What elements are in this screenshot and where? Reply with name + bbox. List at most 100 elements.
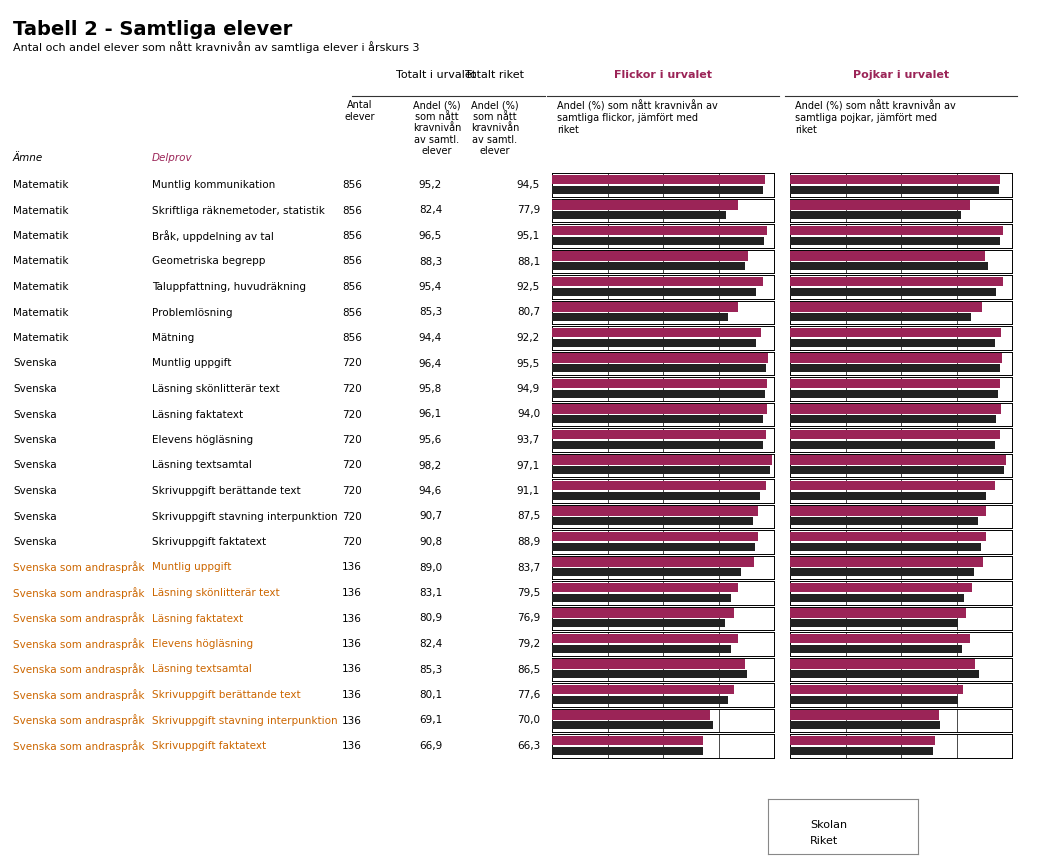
Bar xyxy=(790,532,987,542)
Bar xyxy=(790,506,987,516)
Text: Skriftliga räknemetoder, statistik: Skriftliga räknemetoder, statistik xyxy=(152,206,325,215)
Text: 80,1: 80,1 xyxy=(418,690,442,700)
Text: 94,6: 94,6 xyxy=(418,486,442,496)
Text: Tabell 2 - Samtliga elever: Tabell 2 - Samtliga elever xyxy=(13,20,292,39)
Bar xyxy=(790,557,983,567)
Text: 89,0: 89,0 xyxy=(418,562,442,573)
Bar xyxy=(790,634,970,643)
Text: 69,1: 69,1 xyxy=(418,715,442,726)
Bar xyxy=(790,568,974,576)
Text: Antal och andel elever som nått kravnivån av samtliga elever i årskurs 3: Antal och andel elever som nått kravnivå… xyxy=(13,41,419,53)
Bar xyxy=(552,557,754,567)
Bar xyxy=(790,252,985,261)
Text: Svenska som andraspråk: Svenska som andraspråk xyxy=(13,562,144,574)
Text: Andel (%) som nått kravnivån av
samtliga flickor, jämfört med
riket: Andel (%) som nått kravnivån av samtliga… xyxy=(557,100,718,135)
Bar xyxy=(790,746,933,754)
Text: Skrivuppgift stavning interpunktion: Skrivuppgift stavning interpunktion xyxy=(152,715,337,726)
Text: Andel (%)
som nått
kravnivån
av samtl.
elever: Andel (%) som nått kravnivån av samtl. e… xyxy=(413,100,462,156)
Text: 856: 856 xyxy=(343,333,362,343)
Bar xyxy=(552,568,741,576)
Text: 90,7: 90,7 xyxy=(418,511,442,522)
Text: Andel (%) som nått kravnivån av
samtliga pojkar, jämfört med
riket: Andel (%) som nått kravnivån av samtliga… xyxy=(795,100,956,135)
Text: Svenska som andraspråk: Svenska som andraspråk xyxy=(13,638,144,650)
Text: 91,1: 91,1 xyxy=(516,486,540,496)
Text: Matematik: Matematik xyxy=(13,282,69,292)
Text: 66,9: 66,9 xyxy=(418,741,442,751)
Text: 856: 856 xyxy=(343,257,362,266)
Bar xyxy=(552,378,767,389)
Bar xyxy=(552,456,772,465)
Text: Ämne: Ämne xyxy=(13,153,43,163)
Bar xyxy=(552,186,763,194)
Text: Skrivuppgift berättande text: Skrivuppgift berättande text xyxy=(152,486,300,496)
Bar xyxy=(790,441,995,449)
Text: Muntlig kommunikation: Muntlig kommunikation xyxy=(152,180,275,190)
Text: 82,4: 82,4 xyxy=(418,639,442,649)
Text: 136: 136 xyxy=(343,741,362,751)
Text: Svenska: Svenska xyxy=(13,537,57,547)
Bar xyxy=(552,491,760,500)
Text: 96,1: 96,1 xyxy=(418,410,442,419)
Text: Totalt riket: Totalt riket xyxy=(466,70,525,80)
Text: 80,9: 80,9 xyxy=(418,614,442,623)
Bar xyxy=(552,287,756,296)
Text: Delprov: Delprov xyxy=(152,153,193,163)
Text: Matematik: Matematik xyxy=(13,206,69,215)
Bar xyxy=(552,211,726,219)
Bar xyxy=(552,506,759,516)
Bar xyxy=(790,174,1000,185)
Text: 136: 136 xyxy=(343,614,362,623)
Text: 82,4: 82,4 xyxy=(418,206,442,215)
Text: 83,1: 83,1 xyxy=(418,588,442,598)
Bar xyxy=(790,466,1004,474)
Text: 94,5: 94,5 xyxy=(516,180,540,190)
Bar xyxy=(552,201,739,210)
Text: 90,8: 90,8 xyxy=(418,537,442,547)
Text: 856: 856 xyxy=(343,282,362,292)
Text: 136: 136 xyxy=(343,665,362,674)
Bar xyxy=(790,430,1000,439)
Text: 85,3: 85,3 xyxy=(418,665,442,674)
Text: Läsning textsamtal: Läsning textsamtal xyxy=(152,461,252,470)
Bar xyxy=(552,441,763,449)
Bar xyxy=(790,582,972,593)
Bar xyxy=(790,186,999,194)
Bar xyxy=(790,660,975,669)
Bar xyxy=(552,302,739,312)
Bar xyxy=(552,645,730,653)
Bar xyxy=(552,736,703,746)
Bar xyxy=(790,302,982,312)
Bar xyxy=(790,404,1001,414)
Text: 95,4: 95,4 xyxy=(418,282,442,292)
Bar xyxy=(552,339,756,346)
Text: 79,5: 79,5 xyxy=(516,588,540,598)
Bar xyxy=(552,634,739,643)
Bar xyxy=(790,594,964,602)
Bar xyxy=(790,364,1000,372)
Text: 96,5: 96,5 xyxy=(418,231,442,241)
Text: Svenska: Svenska xyxy=(13,384,57,394)
Text: 83,7: 83,7 xyxy=(516,562,540,573)
Bar xyxy=(790,378,1000,389)
Text: 720: 720 xyxy=(343,410,362,419)
Text: Elevens högläsning: Elevens högläsning xyxy=(152,639,253,649)
Text: Läsning skönlitterär text: Läsning skönlitterär text xyxy=(152,384,279,394)
Text: Svenska: Svenska xyxy=(13,435,57,445)
Text: 94,0: 94,0 xyxy=(516,410,540,419)
Text: Elevens högläsning: Elevens högläsning xyxy=(152,435,253,445)
Bar xyxy=(552,174,765,185)
Text: Matematik: Matematik xyxy=(13,257,69,266)
Text: 720: 720 xyxy=(343,384,362,394)
Bar xyxy=(790,287,996,296)
Text: Svenska: Svenska xyxy=(13,358,57,369)
Bar xyxy=(552,466,769,474)
Text: Andel (%)
som nått
kravnivån
av samtl.
elever: Andel (%) som nått kravnivån av samtl. e… xyxy=(471,100,520,156)
Bar xyxy=(552,660,745,669)
Text: 95,2: 95,2 xyxy=(418,180,442,190)
Text: 720: 720 xyxy=(343,461,362,470)
Text: Svenska som andraspråk: Svenska som andraspråk xyxy=(13,689,144,701)
Text: 80,7: 80,7 xyxy=(516,307,540,318)
Text: Svenska som andraspråk: Svenska som andraspråk xyxy=(13,587,144,599)
Text: Svenska som andraspråk: Svenska som andraspråk xyxy=(13,663,144,675)
Text: 95,1: 95,1 xyxy=(516,231,540,241)
